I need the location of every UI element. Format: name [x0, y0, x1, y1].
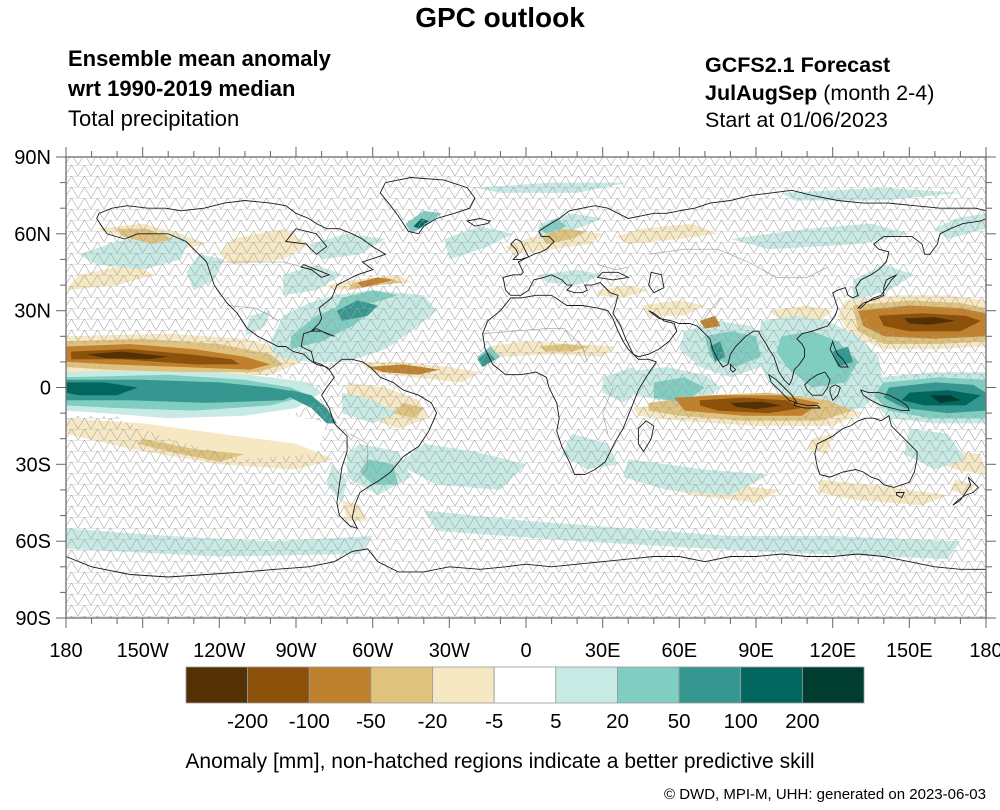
colorbar-label: 100 [724, 710, 758, 733]
season-range: (month 2-4) [817, 80, 935, 105]
x-axis-tick-label: 30E [585, 640, 621, 662]
left-header-block: Ensemble mean anomaly wrt 1990-2019 medi… [68, 44, 331, 134]
colorbar-label: -200 [227, 710, 268, 733]
coastline [466, 218, 492, 227]
colorbar-label: 200 [785, 710, 819, 733]
coastline [859, 389, 911, 412]
country-border [648, 248, 749, 263]
right-header-block: GCFS2.1 Forecast JulAugSep (month 2-4) S… [705, 52, 934, 135]
colorbar-cell [247, 666, 310, 704]
coastline [952, 476, 979, 506]
coastline [482, 294, 657, 476]
coastline [896, 492, 905, 499]
y-axis-tick-label: 90N [14, 147, 51, 169]
country-border [699, 297, 721, 327]
colorbar-cell [308, 666, 372, 704]
x-axis-tick-label: 120E [809, 640, 856, 662]
y-axis-tick-label: 90S [15, 608, 51, 630]
country-border [564, 328, 588, 362]
x-axis-tick-label: 60W [352, 640, 393, 662]
colorbar-cell [185, 666, 248, 704]
x-axis-tick-label: 150E [886, 640, 933, 662]
colorbar-cell [740, 666, 803, 704]
coastline [300, 264, 331, 278]
coastline [729, 363, 737, 373]
colorbar-cell [678, 666, 742, 704]
y-axis-tick-label: 30N [14, 301, 51, 323]
y-axis-tick-label: 60N [14, 224, 51, 246]
y-axis-tick-label: 30S [15, 454, 51, 476]
colorbar-label: 5 [550, 710, 561, 733]
coastline [596, 271, 630, 281]
variable-label: Total precipitation [68, 106, 240, 131]
anomaly-heading-line1: Ensemble mean anomaly [68, 46, 331, 71]
season-months: JulAugSep [705, 80, 818, 105]
x-axis-tick-label: 90W [275, 640, 316, 662]
page-title: GPC outlook [415, 2, 585, 33]
copyright-credit: © DWD, MPI-M, UHH: generated on 2023-06-… [663, 786, 986, 803]
coastline [284, 228, 328, 255]
coastline [767, 373, 799, 404]
colorbar-label: 50 [668, 710, 691, 733]
colorbar-label: -50 [356, 710, 386, 733]
coastline [502, 189, 986, 386]
x-axis-tick-label: 150W [117, 640, 169, 662]
coastline [857, 274, 897, 309]
colorbar-caption: Anomaly [mm], non-hatched regions indica… [185, 750, 815, 773]
country-border [602, 387, 614, 434]
season-label: JulAugSep (month 2-4) [705, 80, 934, 108]
x-axis-tick-label: 180 [969, 640, 1000, 662]
x-axis-tick-label: 30W [429, 640, 470, 662]
x-axis-tick-label: 120W [193, 640, 245, 662]
coastline [793, 402, 821, 409]
colorbar-cell [617, 666, 680, 704]
x-axis-tick-label: 180 [49, 640, 82, 662]
colorbar-cell [555, 666, 618, 704]
coastline [510, 238, 530, 260]
country-border [748, 261, 828, 278]
colorbar-cell [493, 666, 557, 704]
coastline [648, 271, 665, 294]
coastline [379, 177, 476, 235]
hatch-overlay [66, 157, 986, 618]
colorbar-cell [432, 666, 495, 704]
colorbar-label: -20 [418, 710, 448, 733]
country-border [349, 433, 368, 486]
y-axis-tick-label: 60S [15, 531, 51, 553]
coastline [321, 358, 438, 530]
colorbar-label: -5 [485, 710, 503, 733]
coastline [66, 548, 986, 578]
colorbar-label: 20 [606, 710, 629, 733]
coastline [637, 420, 655, 453]
coastline [814, 414, 918, 488]
coastline [804, 371, 831, 396]
x-axis-tick-label: 90E [738, 640, 774, 662]
y-axis-tick-label: 0 [40, 378, 51, 400]
coastline [829, 384, 841, 402]
start-date-label: Start at 01/06/2023 [705, 108, 888, 132]
model-label: GCFS2.1 Forecast [705, 53, 891, 77]
colorbar-cell [370, 666, 433, 704]
country-border [597, 264, 629, 271]
coastline [829, 339, 849, 368]
coastline [311, 328, 335, 337]
country-border [226, 305, 279, 322]
x-axis-tick-label: 60E [662, 640, 698, 662]
x-axis-tick-label: 0 [520, 640, 531, 662]
colorbar-label: -100 [289, 710, 330, 733]
country-border [211, 261, 314, 270]
coastline [96, 200, 387, 370]
anomaly-heading-line2: wrt 1990-2019 median [68, 76, 296, 101]
country-border [482, 328, 565, 334]
colorbar-cell [802, 666, 865, 704]
